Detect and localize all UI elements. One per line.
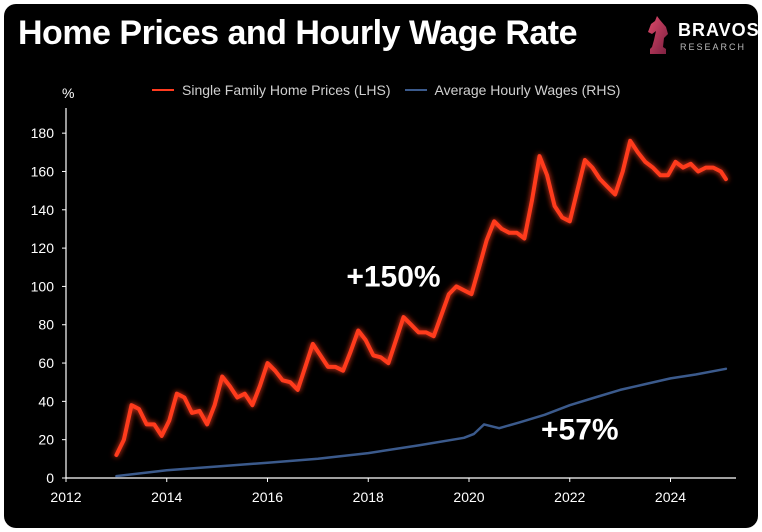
- line-chart: % 0 20 40 60 80 100 120 140 160 180 2012 2014 2016 201…: [31, 85, 736, 505]
- y-axis-unit-label: %: [62, 85, 74, 101]
- y-tick-label: 20: [38, 432, 54, 448]
- y-tick-label: 140: [31, 202, 55, 218]
- chart-title: Home Prices and Hourly Wage Rate: [18, 14, 578, 52]
- x-tick-label: 2012: [50, 489, 81, 505]
- axes: % 0 20 40 60 80 100 120 140 160 180 2012 2014 2016 201…: [31, 85, 736, 505]
- x-tick-label: 2020: [453, 489, 484, 505]
- chess-knight-icon: [648, 16, 668, 54]
- series-line-hourly-wages: [115, 367, 728, 478]
- series-lines: [114, 138, 728, 478]
- x-tick-label: 2022: [554, 489, 585, 505]
- y-tick-label: 60: [38, 355, 54, 371]
- chart-legend: Single Family Home Prices (LHS) Average …: [152, 82, 620, 98]
- legend-swatch-home-prices: [152, 89, 174, 91]
- y-tick-label: 0: [46, 470, 54, 486]
- y-tick-label: 100: [31, 278, 55, 294]
- x-tick-label: 2016: [252, 489, 283, 505]
- x-tick-label: 2014: [151, 489, 182, 505]
- x-tick-label: 2018: [353, 489, 384, 505]
- y-tick-label: 40: [38, 393, 54, 409]
- legend-item-home-prices: Single Family Home Prices (LHS): [152, 82, 391, 98]
- annotations: +150% +57%: [346, 260, 618, 446]
- legend-item-hourly-wages: Average Hourly Wages (RHS): [404, 82, 621, 98]
- brand-subtitle: RESEARCH: [680, 42, 747, 52]
- y-tick-label: 160: [31, 163, 55, 179]
- series-line-home-prices: [114, 138, 728, 457]
- legend-label-hourly-wages: Average Hourly Wages (RHS): [434, 82, 621, 98]
- annotation-home-prices-change: +150%: [346, 260, 440, 293]
- y-tick-label: 80: [38, 317, 54, 333]
- x-tick-label: 2024: [655, 489, 686, 505]
- annotation-wages-change: +57%: [541, 414, 619, 447]
- legend-label-home-prices: Single Family Home Prices (LHS): [182, 82, 391, 98]
- chart-panel: Home Prices and Hourly Wage Rate BRAVOS …: [4, 4, 758, 528]
- y-tick-label: 180: [31, 125, 55, 141]
- brand-name: BRAVOS: [678, 20, 758, 40]
- y-tick-label: 120: [31, 240, 55, 256]
- legend-swatch-hourly-wages: [404, 89, 427, 91]
- brand-logo: BRAVOS RESEARCH: [640, 12, 758, 58]
